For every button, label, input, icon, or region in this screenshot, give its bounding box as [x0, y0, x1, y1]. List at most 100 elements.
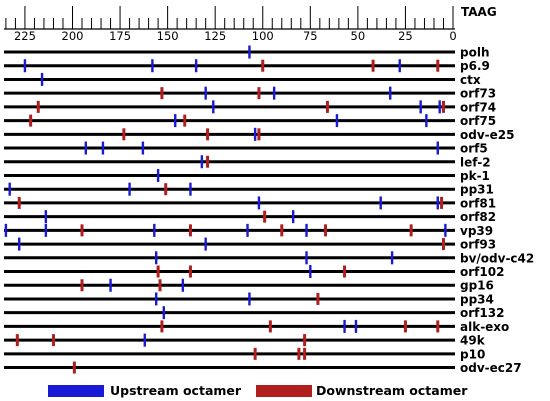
gene-label: orf73 [460, 87, 496, 101]
downstream-legend-label: Downstream octamer [316, 383, 468, 398]
upstream-octamer-marker [390, 251, 394, 265]
gene-label: pp34 [460, 292, 494, 306]
gene-label: orf82 [460, 210, 496, 224]
downstream-octamer-marker [441, 238, 445, 251]
axis-tick-label: 125 [204, 29, 226, 43]
downstream-octamer-marker [297, 347, 301, 360]
gene-row: orf102 [4, 265, 504, 279]
gene-label: orf75 [460, 114, 496, 128]
upstream-octamer-marker [248, 45, 251, 59]
upstream-octamer-marker [18, 237, 21, 251]
upstream-octamer-marker [379, 196, 382, 210]
upstream-octamer-marker [181, 278, 185, 292]
gene-row: pp31 [4, 182, 494, 197]
downstream-octamer-marker [51, 334, 55, 347]
gene-label: pp31 [460, 183, 494, 197]
gene-row: lef-2 [4, 155, 491, 169]
upstream-octamer-marker [155, 292, 158, 306]
downstream-octamer-marker [156, 265, 160, 278]
gene-label: orf74 [460, 100, 496, 114]
downstream-octamer-marker [403, 320, 407, 333]
upstream-octamer-marker [291, 210, 295, 224]
downstream-octamer-marker [122, 128, 126, 141]
gene-label: odv-e25 [460, 128, 514, 142]
upstream-octamer-marker [444, 223, 447, 237]
downstream-octamer-marker [36, 100, 40, 113]
gene-row: bv/odv-c42 [4, 251, 534, 265]
gene-label: 49k [460, 334, 486, 348]
gene-label: odv-ec27 [460, 361, 522, 375]
downstream-octamer-marker [303, 334, 307, 347]
downstream-octamer-marker [303, 347, 307, 360]
upstream-octamer-marker [248, 292, 251, 306]
downstream-octamer-marker [257, 87, 261, 100]
axis-tick-label: 100 [252, 29, 274, 43]
downstream-octamer-marker [280, 224, 284, 237]
upstream-octamer-marker [40, 72, 44, 86]
gene-label: lef-2 [460, 155, 491, 169]
gene-label: orf5 [460, 142, 488, 156]
upstream-octamer-marker [257, 196, 261, 210]
upstream-octamer-marker [438, 100, 441, 114]
gene-label: gp16 [460, 279, 494, 293]
upstream-octamer-marker [343, 319, 346, 333]
downstream-octamer-marker [164, 183, 168, 196]
gene-label: orf132 [460, 306, 504, 320]
upstream-octamer-marker [8, 182, 11, 196]
downstream-octamer-marker [263, 210, 267, 223]
upstream-octamer-marker [44, 223, 48, 237]
upstream-octamer-marker [305, 223, 308, 237]
upstream-octamer-marker [101, 141, 105, 155]
gene-row: orf75 [4, 114, 496, 128]
downstream-octamer-marker [29, 114, 33, 127]
downstream-octamer-marker [371, 59, 375, 72]
downstream-octamer-marker [325, 100, 329, 113]
gene-label: alk-exo [460, 320, 509, 334]
upstream-octamer-marker [153, 223, 156, 237]
upstream-octamer-marker [212, 100, 215, 114]
upstream-octamer-marker [174, 114, 177, 128]
gene-row: orf74 [4, 100, 496, 114]
gene-row: p10 [4, 347, 485, 361]
downstream-octamer-marker [436, 59, 440, 72]
downstream-octamer-marker [72, 361, 76, 374]
downstream-octamer-marker [268, 320, 272, 333]
upstream-octamer-marker [141, 141, 145, 155]
upstream-octamer-marker [305, 251, 308, 265]
gene-label: pk-1 [460, 169, 490, 183]
upstream-octamer-marker [204, 86, 207, 100]
downstream-octamer-marker [261, 59, 265, 72]
downstream-octamer-marker [409, 224, 413, 237]
axis-tick-label: 75 [303, 29, 318, 43]
upstream-octamer-marker [84, 141, 88, 155]
gene-row: odv-e25 [4, 127, 514, 142]
upstream-octamer-marker [151, 59, 154, 73]
gene-row: odv-ec27 [4, 361, 522, 375]
gene-row: pp34 [4, 292, 494, 306]
downstream-octamer-marker [160, 320, 164, 333]
axis-tick-label: 200 [62, 29, 84, 43]
gene-label: orf81 [460, 196, 496, 210]
axis-tick-label: 175 [109, 29, 131, 43]
downstream-octamer-marker [17, 196, 21, 209]
gene-row: orf82 [4, 210, 496, 224]
downstream-octamer-marker [183, 114, 187, 127]
upstream-octamer-marker [425, 114, 428, 128]
upstream-octamer-marker [23, 59, 27, 73]
gene-label: orf102 [460, 265, 504, 279]
gene-row: polh [4, 45, 490, 60]
upstream-octamer-marker [335, 114, 339, 128]
gene-label: p6.9 [460, 59, 490, 73]
axis-tick-label: 225 [14, 29, 36, 43]
downstream-octamer-marker [206, 128, 210, 141]
gene-row: orf93 [4, 237, 496, 252]
upstream-octamer-marker [354, 319, 358, 333]
upstream-octamer-marker [309, 265, 312, 279]
downstream-octamer-marker [15, 334, 19, 347]
gene-label: orf93 [460, 238, 496, 252]
upstream-legend-swatch [48, 385, 104, 397]
upstream-octamer-marker [419, 100, 422, 114]
downstream-octamer-marker [80, 279, 84, 292]
gene-label: p10 [460, 347, 485, 361]
downstream-octamer-marker [316, 292, 320, 305]
